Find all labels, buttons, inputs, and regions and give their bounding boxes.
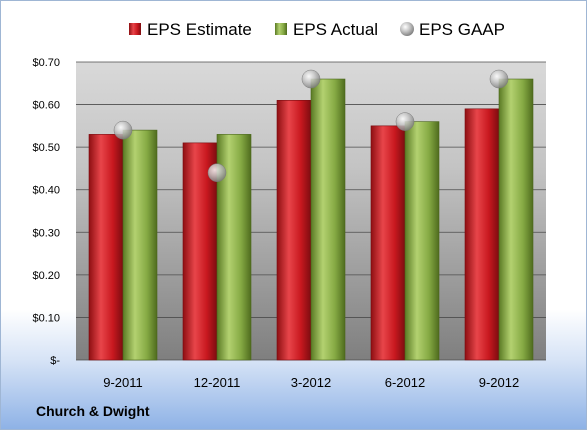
y-tick-label: $0.60	[32, 100, 60, 112]
bar-eps-estimate	[464, 108, 500, 361]
marker-eps-gaap	[301, 69, 321, 89]
bar-eps-actual	[310, 78, 346, 361]
x-tick-label: 6-2012	[385, 375, 425, 390]
legend-label: EPS Actual	[293, 20, 378, 39]
x-tick-label: 3-2012	[291, 375, 331, 390]
marker-eps-gaap	[207, 163, 227, 182]
x-tick-label: 9-2012	[479, 375, 519, 390]
y-axis: $- $0.10 $0.20 $0.30 $0.40 $0.50 $0.60 $0.70	[32, 57, 60, 367]
bars	[88, 78, 534, 361]
y-tick-label: $-	[50, 355, 60, 367]
x-tick-label: 12-2011	[194, 375, 241, 390]
legend-swatch	[400, 22, 414, 36]
x-tick-label: 9-2011	[103, 375, 143, 390]
bar-eps-actual	[122, 129, 158, 361]
marker-eps-gaap	[113, 120, 133, 140]
legend-label: EPS GAAP	[419, 20, 505, 39]
bar-eps-actual	[404, 121, 440, 361]
x-axis: 9-2011 12-2011 3-2012 6-2012 9-2012	[103, 375, 519, 390]
y-tick-label: $0.30	[32, 227, 60, 239]
y-tick-label: $0.40	[32, 185, 60, 197]
bar-eps-estimate	[370, 125, 406, 361]
y-tick-label: $0.20	[32, 270, 60, 282]
marker-eps-gaap	[395, 112, 415, 131]
bar-eps-estimate	[276, 100, 312, 361]
bar-eps-estimate	[88, 134, 124, 361]
y-tick-label: $0.10	[32, 312, 60, 324]
legend: EPS Estimate EPS Actual EPS GAAP	[129, 20, 505, 39]
legend-label: EPS Estimate	[147, 20, 252, 39]
gaap-markers	[113, 69, 509, 182]
bar-eps-actual	[498, 78, 534, 361]
marker-eps-gaap	[489, 69, 509, 89]
legend-swatch	[275, 23, 287, 35]
legend-swatch	[129, 23, 141, 35]
company-name: Church & Dwight	[36, 403, 150, 419]
y-tick-label: $0.70	[32, 57, 60, 69]
y-tick-label: $0.50	[32, 142, 60, 154]
